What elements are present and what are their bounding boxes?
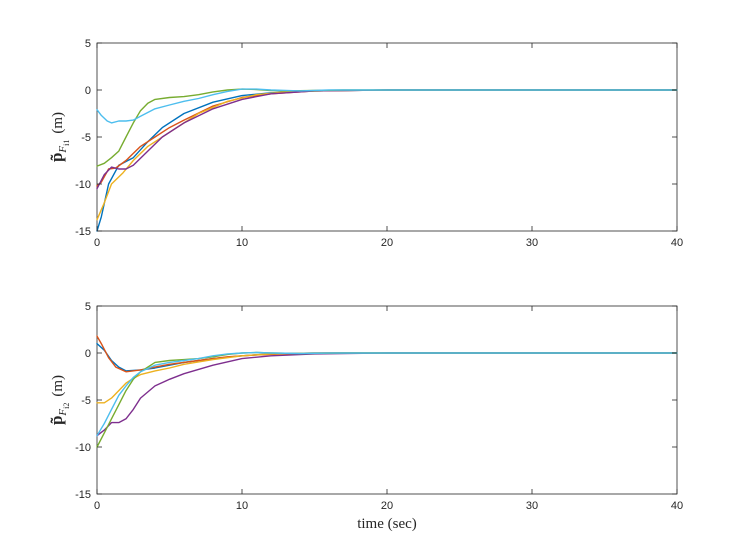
x-tick-label: 40 <box>671 500 683 512</box>
x-tick-label: 20 <box>381 500 393 512</box>
y-axis-label-unit: (m) <box>50 112 66 134</box>
series-line-6 <box>96 351 678 437</box>
y-axis-label-subscript: F <box>57 409 69 417</box>
x-tick-label: 30 <box>526 500 538 512</box>
y-tick-label: -5 <box>81 395 91 407</box>
y-axis-label-symbol: p̃ <box>47 153 66 162</box>
y-axis-label: p̃Fi2 (m) <box>47 375 71 425</box>
y-tick-label: -5 <box>81 132 91 144</box>
y-tick-label: 0 <box>85 85 91 97</box>
x-tick-label: 0 <box>94 500 100 512</box>
y-tick-label: 5 <box>85 38 91 50</box>
series-line-4 <box>96 352 678 437</box>
y-tick-label: -10 <box>75 442 91 454</box>
x-axis-label: time (sec) <box>357 516 417 532</box>
x-tick-label: 10 <box>236 237 248 249</box>
y-axis-label-unit: (m) <box>50 375 66 397</box>
x-tick-label: 10 <box>236 500 248 512</box>
y-tick-label: -10 <box>75 179 91 191</box>
y-axis-label-symbol: p̃ <box>47 416 66 425</box>
x-tick-label: 0 <box>94 237 100 249</box>
y-axis-label-subsubscript: i2 <box>62 403 71 409</box>
x-tick-label: 20 <box>381 237 393 249</box>
series-line-6 <box>96 88 678 124</box>
y-tick-label: 0 <box>85 348 91 360</box>
plot-area <box>96 42 678 232</box>
y-tick-label: 5 <box>85 301 91 313</box>
series-line-4 <box>96 89 678 190</box>
y-tick-label: -15 <box>75 226 91 238</box>
y-axis-label-subscript: F <box>57 146 69 154</box>
y-tick-label: -15 <box>75 489 91 501</box>
x-tick-label: 40 <box>671 237 683 249</box>
plot-area <box>96 305 678 495</box>
y-axis-label-subsubscript: i1 <box>62 140 71 146</box>
y-axis-label: p̃Fi1 (m) <box>47 112 71 162</box>
x-tick-label: 30 <box>526 237 538 249</box>
